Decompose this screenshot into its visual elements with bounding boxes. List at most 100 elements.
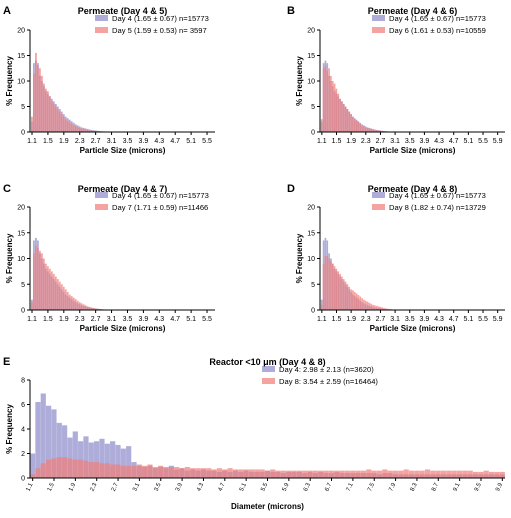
bar-series-2 xyxy=(344,106,347,132)
bar-series-2 xyxy=(82,128,85,132)
x-tick-label: 1.1 xyxy=(27,316,37,323)
bar-series-2 xyxy=(381,307,384,310)
bar-series-1 xyxy=(115,444,121,478)
bar-series-2 xyxy=(78,127,81,132)
y-tick-label: 0 xyxy=(21,308,25,315)
bar-series-2 xyxy=(320,119,323,132)
panel-label: D xyxy=(287,183,295,195)
bar-series-2 xyxy=(46,91,49,132)
legend-label: Day 4 (1.65 ± 0.67) n=15773 xyxy=(389,14,486,23)
bar-series-2 xyxy=(74,299,77,310)
x-tick-label: 1.1 xyxy=(317,138,327,145)
x-tick-label: 4.3 xyxy=(196,482,205,493)
x-tick-label: 3.9 xyxy=(175,482,184,493)
bar-series-2 xyxy=(372,304,374,310)
bar-series-2 xyxy=(36,65,39,132)
bar-series-1 xyxy=(40,393,46,478)
x-tick-label: 1.9 xyxy=(59,316,69,323)
bar-series-1 xyxy=(96,130,99,132)
x-tick-label: 1.5 xyxy=(43,316,53,323)
bar-series-2 xyxy=(46,266,49,310)
bar-series-2 xyxy=(323,470,329,478)
bar-series-2 xyxy=(361,298,363,310)
x-tick-label: 2.7 xyxy=(91,316,101,323)
bar-series-2 xyxy=(70,296,73,310)
y-tick-label: 6 xyxy=(21,402,25,409)
bar-series-2 xyxy=(54,106,57,132)
bar-series-2 xyxy=(366,127,369,132)
x-tick-label: 1.5 xyxy=(332,316,342,323)
x-tick-label: 4.3 xyxy=(434,316,444,323)
bar-series-2 xyxy=(360,470,367,478)
bar-series-2 xyxy=(322,263,325,310)
bar-series-2 xyxy=(98,308,101,310)
bar-series-2 xyxy=(174,466,180,478)
bar-series-2 xyxy=(324,65,327,132)
bar-series-2 xyxy=(330,261,332,310)
bar-series-2 xyxy=(462,470,468,478)
bar-series-2 xyxy=(328,258,330,310)
bar-series-2 xyxy=(68,122,71,132)
bar-series-2 xyxy=(46,459,52,479)
y-tick-label: 8 xyxy=(21,378,25,385)
x-tick-label: 1.1 xyxy=(26,482,35,493)
x-tick-label: 2.3 xyxy=(361,316,371,323)
bar-series-2 xyxy=(42,258,45,310)
bar-series-1 xyxy=(99,438,105,478)
legend-swatch xyxy=(372,27,385,33)
bar-series-2 xyxy=(48,96,51,132)
bar-series-2 xyxy=(179,468,185,478)
bar-series-2 xyxy=(341,101,343,132)
bar-series-2 xyxy=(94,462,100,478)
bar-series-2 xyxy=(72,459,78,479)
x-axis-label: Particle Size (microns) xyxy=(80,146,166,155)
bar-series-2 xyxy=(499,471,505,479)
legend-label: Day 8 (1.82 ± 0.74) n=13729 xyxy=(389,203,486,212)
x-tick-label: 4.7 xyxy=(218,482,227,493)
bar-series-2 xyxy=(334,470,340,478)
bars xyxy=(320,60,395,132)
bar-series-2 xyxy=(374,305,376,310)
x-tick-label: 5.5 xyxy=(202,316,212,323)
bar-series-2 xyxy=(333,266,336,310)
bar-series-1 xyxy=(35,402,41,478)
bar-series-2 xyxy=(337,93,340,132)
x-tick-label: 4.3 xyxy=(434,138,444,145)
bar-series-2 xyxy=(222,469,228,478)
legend-swatch xyxy=(372,204,385,210)
bar-series-2 xyxy=(344,281,347,310)
bar-series-2 xyxy=(342,279,345,310)
x-tick-label: 6.7 xyxy=(324,482,333,493)
y-tick-label: 10 xyxy=(17,256,25,263)
bar-series-2 xyxy=(364,300,367,310)
x-tick-label: 3.5 xyxy=(123,138,133,145)
bar-series-1 xyxy=(78,441,84,478)
bar-series-1 xyxy=(104,443,110,478)
bar-series-2 xyxy=(366,469,372,478)
bar-series-2 xyxy=(339,98,341,132)
x-tick-label: 2.7 xyxy=(376,316,386,323)
x-tick-label: 5.9 xyxy=(493,316,503,323)
x-axis-label: Particle Size (microns) xyxy=(370,146,456,155)
panel-a: A Permeate (Day 4 & 5) 0 5 10 15 20 1.1 1.5 1.9 2.… xyxy=(3,5,215,155)
bar-series-2 xyxy=(435,470,441,478)
bar-series-2 xyxy=(320,304,323,310)
bar-series-2 xyxy=(318,470,324,478)
bar-series-2 xyxy=(366,301,369,310)
bar-series-2 xyxy=(99,463,105,478)
bar-series-2 xyxy=(142,465,148,478)
bar-series-1 xyxy=(46,405,52,478)
bar-series-2 xyxy=(353,118,356,132)
bar-series-2 xyxy=(158,465,164,478)
bar-series-2 xyxy=(364,127,367,132)
bar-series-2 xyxy=(34,52,37,133)
bar-series-2 xyxy=(96,308,99,310)
bar-series-2 xyxy=(227,468,233,478)
bar-series-2 xyxy=(56,279,59,310)
bar-series-2 xyxy=(147,464,153,478)
bar-series-2 xyxy=(446,470,452,478)
y-tick-label: 5 xyxy=(311,282,315,289)
bar-series-2 xyxy=(483,470,489,478)
x-tick-label: 1.1 xyxy=(317,316,327,323)
y-axis-label: % Frequency xyxy=(295,56,304,106)
